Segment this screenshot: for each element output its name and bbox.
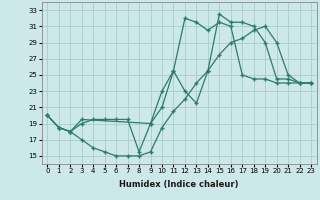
X-axis label: Humidex (Indice chaleur): Humidex (Indice chaleur) xyxy=(119,180,239,189)
